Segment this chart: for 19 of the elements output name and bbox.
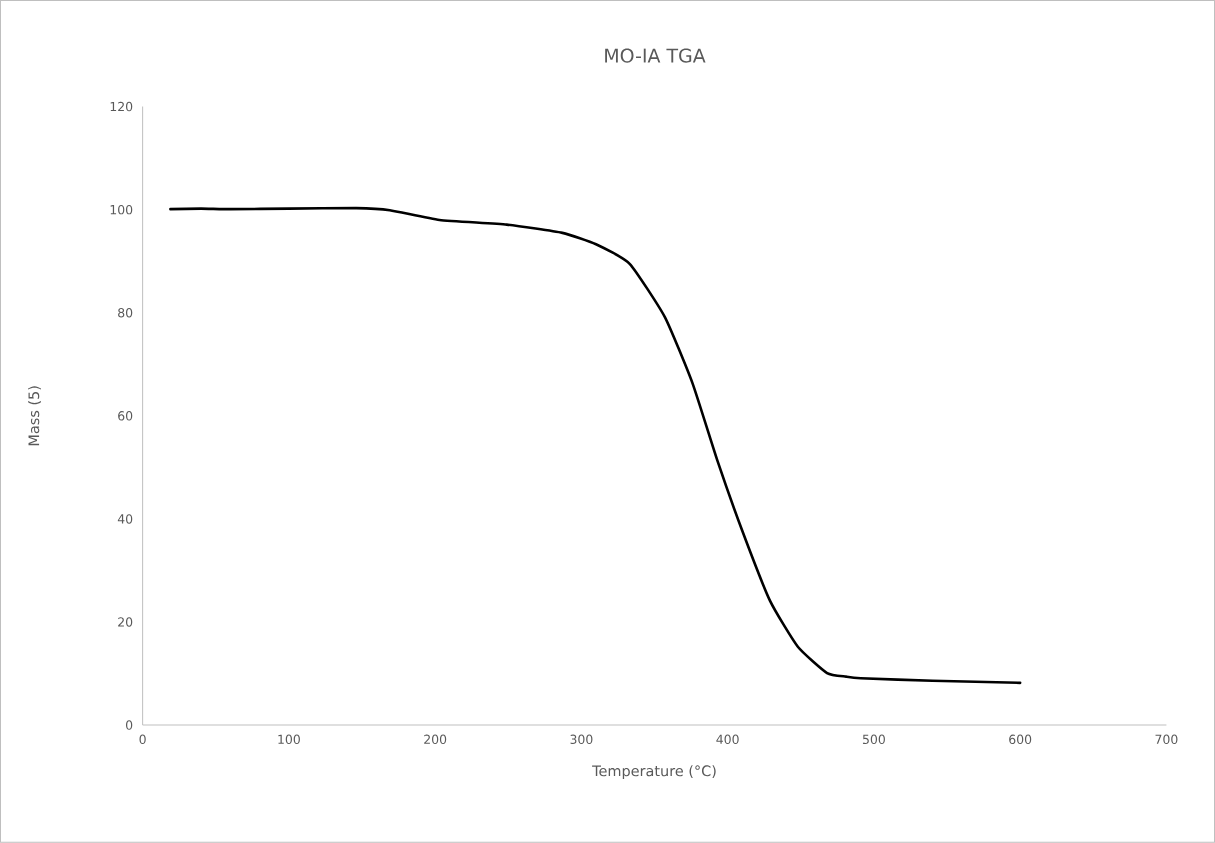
y-tick-label: 60 xyxy=(118,411,133,421)
y-tick-label: 120 xyxy=(110,102,133,112)
x-tick-label: 300 xyxy=(570,734,593,745)
y-tick-label: 100 xyxy=(110,205,133,215)
y-tick-label: 40 xyxy=(117,514,133,524)
y-tick-label: 0 xyxy=(125,720,133,730)
x-tick-label: 600 xyxy=(1009,734,1032,745)
y-tick-label: 80 xyxy=(118,308,133,318)
chart-title: MO-IA TGA xyxy=(605,48,706,63)
x-tick-label: 500 xyxy=(862,734,885,745)
x-tick-label: 100 xyxy=(278,734,300,745)
x-tick-label: 0 xyxy=(139,734,146,745)
x-tick-label: 400 xyxy=(716,734,739,745)
x-axis-title: Temperature (°C) xyxy=(592,765,716,780)
y-tick-label: 20 xyxy=(118,617,133,627)
y-axis-title: Mass (5) xyxy=(28,386,41,446)
x-tick-label: 700 xyxy=(1155,734,1178,745)
line-series xyxy=(169,206,1022,685)
x-tick-label: 200 xyxy=(424,734,447,745)
